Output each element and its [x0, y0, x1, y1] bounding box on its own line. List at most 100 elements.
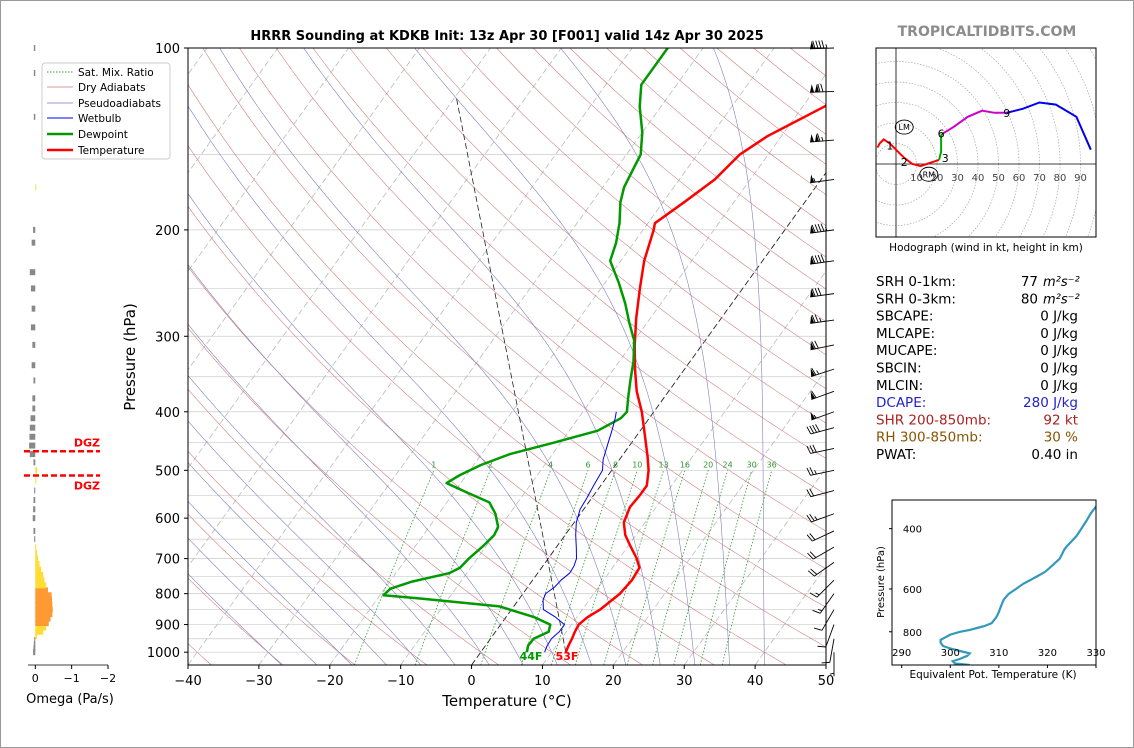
barb-half-flag — [815, 592, 820, 596]
theta-e-y-tick-label: 600 — [903, 585, 922, 596]
y-tick-label: 900 — [155, 619, 180, 634]
theta-e-x-tick-label: 290 — [892, 648, 911, 659]
index-value: 0 J/kg — [1040, 326, 1078, 342]
dry-adiabat-line — [386, 48, 826, 424]
barb-flag — [812, 424, 818, 433]
mixing-ratio-label: 36 — [767, 460, 777, 469]
mixing-ratio-line — [721, 470, 773, 665]
legend-label-wetbulb: Wetbulb — [78, 113, 122, 125]
omega-bar — [35, 606, 53, 613]
theta-e-x-tick-label: 320 — [1038, 648, 1057, 659]
barb-flag — [818, 40, 822, 49]
theta-e-y-tick-label: 400 — [903, 525, 922, 536]
theta-e-frame — [891, 499, 1097, 666]
barb-staff — [810, 447, 835, 454]
y-tick-label: 1000 — [147, 646, 180, 661]
barb-flag — [809, 425, 815, 434]
barb-pennant — [810, 315, 815, 324]
barb-flag — [809, 488, 815, 497]
barb-half-flag — [821, 136, 824, 142]
pseudoadiabat-line — [188, 420, 422, 665]
index-label: MLCAPE: — [876, 326, 935, 342]
hodograph-ring-label: 50 — [992, 173, 1005, 184]
barb-staff — [810, 469, 835, 476]
dry-adiabat-line — [188, 450, 428, 665]
theta-e-x-tick-label: 330 — [1086, 648, 1105, 659]
dry-adiabat-line — [239, 48, 826, 570]
hodograph-ring-label: 20 — [931, 173, 944, 184]
index-label: SBCAPE: — [876, 309, 933, 325]
index-value: 0 J/kg — [1040, 309, 1078, 325]
index-value: 0.40 in — [1031, 447, 1078, 463]
wind-barbs — [806, 40, 835, 677]
isotherm-line — [258, 48, 704, 665]
hodograph-frame — [875, 47, 1097, 238]
index-value: 77 — [1021, 274, 1038, 290]
barb-flag — [820, 254, 825, 263]
wind-barb — [806, 530, 835, 542]
isotherm-line — [188, 48, 562, 568]
omega-bar — [35, 611, 53, 618]
hodograph-ring-label: 10 — [910, 173, 923, 184]
omega-x-label: Omega (Pa/s) — [26, 692, 114, 707]
omega-bar — [34, 487, 36, 494]
omega-bar — [35, 620, 49, 627]
barb-flag — [811, 314, 816, 323]
omega-bar — [35, 587, 48, 594]
y-tick-label: 100 — [155, 42, 180, 57]
barb-pennant — [810, 288, 815, 297]
omega-bar — [33, 527, 36, 534]
omega-bar — [33, 377, 36, 384]
barb-flag — [821, 40, 825, 49]
barb-flag — [811, 341, 816, 350]
wind-barb — [810, 174, 835, 184]
surface-dewpoint-label: 44F — [520, 650, 543, 663]
barb-pennant — [810, 391, 816, 400]
series-wetbulb-line — [542, 411, 617, 653]
barb-half-flag — [829, 672, 835, 675]
dry-adiabat-line — [202, 48, 826, 608]
mixing-ratio-label: 10 — [632, 460, 642, 469]
barb-staff — [810, 427, 835, 435]
barb-flag — [811, 224, 816, 233]
index-label: RH 300-850mb: — [876, 430, 983, 446]
skewt-series — [382, 48, 826, 653]
omega-bar — [32, 341, 36, 348]
isotherm-line — [188, 48, 420, 371]
barb-staff — [812, 530, 835, 542]
theta-e-trace — [939, 505, 1096, 665]
dry-adiabat-line — [275, 48, 826, 532]
y-tick-label: 300 — [155, 330, 180, 345]
omega-bar — [29, 433, 36, 440]
mixing-ratio-label: 24 — [723, 460, 733, 469]
barb-flag — [820, 83, 824, 92]
legend-label-temperature: Temperature — [77, 145, 145, 157]
wind-barb — [806, 513, 835, 523]
pseudoadiabat-line — [713, 48, 765, 665]
barb-flag — [817, 254, 822, 263]
isotherm-line — [188, 48, 633, 665]
barb-staff — [825, 624, 835, 648]
omega-bar — [35, 628, 44, 635]
mixing-ratio-line — [414, 470, 491, 665]
barb-staff — [829, 638, 835, 663]
pseudoadiabat-line — [188, 323, 490, 665]
x-tick-label: 30 — [676, 674, 693, 689]
wind-barb — [810, 223, 835, 234]
index-unit: m²s⁻² — [1043, 292, 1080, 307]
barb-half-flag — [814, 516, 818, 521]
hodograph-height-label: 6 — [938, 127, 945, 140]
barb-flag — [809, 445, 814, 454]
barb-staff — [816, 579, 835, 598]
hodograph-height-label: 1 — [886, 140, 893, 153]
mixing-ratio-labels: 1 2 4 6 8 10 13 16 20 24 30 36 — [431, 460, 777, 469]
dry-adiabat-line — [188, 388, 499, 665]
skewt-chart: HRRR Sounding at KDKB Init: 13z Apr 30 [… — [41, 29, 834, 710]
mixing-ratio-line — [673, 470, 728, 665]
theta-e-x-tick-label: 300 — [941, 648, 960, 659]
omega-bar — [35, 561, 40, 568]
omega-bar — [32, 405, 36, 412]
omega-axes: 0 −1 −2 DGZ DGZ — [24, 436, 116, 685]
parcel-reference-line — [455, 95, 567, 653]
